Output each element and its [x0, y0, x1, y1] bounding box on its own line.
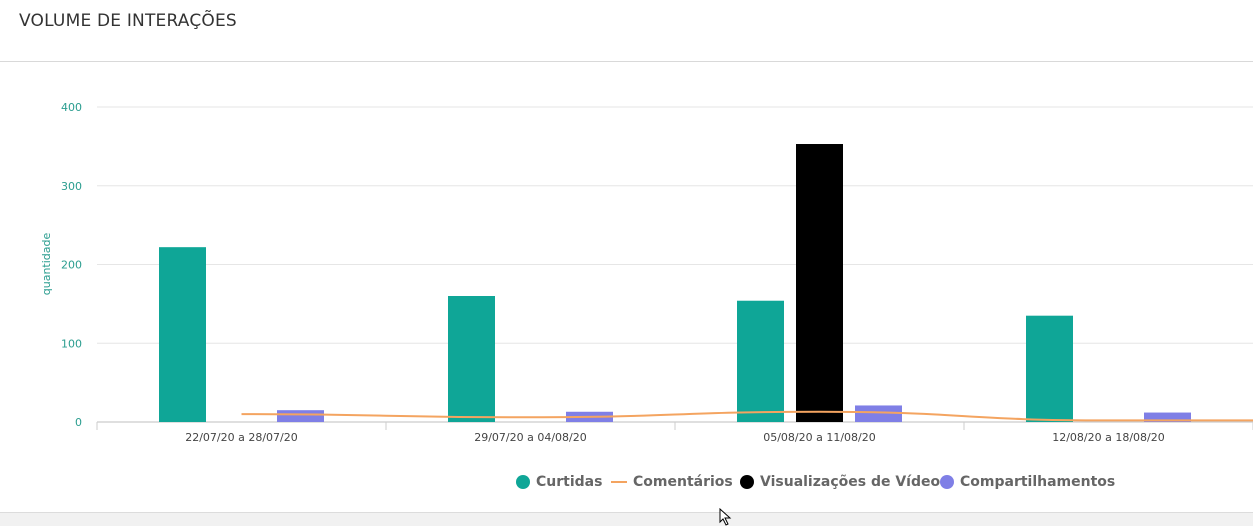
- legend-dot-icon: [516, 475, 530, 489]
- legend-dot-icon: [940, 475, 954, 489]
- x-tick-label: 22/07/20 a 28/07/20: [185, 431, 298, 444]
- interactions-chart: 0 100 200 300 400 quantidade 22/07/20 a 28/07/…: [0, 0, 1253, 470]
- y-axis-label: quantidade: [40, 233, 53, 296]
- y-tick-label: 400: [61, 101, 82, 114]
- bar-curtidas: [737, 301, 784, 422]
- bar-compartilhamentos: [277, 410, 324, 422]
- legend-item-visualiza-es-de-v-deos[interactable]: Visualizações de Vídeos: [740, 471, 948, 493]
- x-tick-label: 05/08/20 a 11/08/20: [763, 431, 876, 444]
- y-tick-label: 300: [61, 180, 82, 193]
- chart-legend: Curtidas Comentários Visualizações de Víde…: [0, 471, 1253, 493]
- bar-visualiza-es-de-v-deos: [796, 144, 843, 422]
- legend-label: Curtidas: [536, 474, 602, 490]
- legend-label: Visualizações de Vídeos: [760, 474, 948, 490]
- y-tick-label: 100: [61, 337, 82, 350]
- legend-label: Compartilhamentos: [960, 474, 1115, 490]
- x-tick-label: 12/08/20 a 18/08/20: [1052, 431, 1165, 444]
- legend-item-compartilhamentos[interactable]: Compartilhamentos: [940, 471, 1115, 493]
- legend-item-coment-rios[interactable]: Comentários: [611, 471, 733, 493]
- legend-item-curtidas[interactable]: Curtidas: [516, 471, 602, 493]
- x-tick-label: 29/07/20 a 04/08/20: [474, 431, 587, 444]
- legend-label: Comentários: [633, 474, 733, 490]
- y-tick-label: 0: [75, 416, 82, 429]
- bar-curtidas: [448, 296, 495, 422]
- legend-line-icon: [611, 481, 627, 483]
- bar-curtidas: [1026, 316, 1073, 422]
- bar-curtidas: [159, 247, 206, 422]
- legend-dot-icon: [740, 475, 754, 489]
- mouse-pointer-icon: [719, 508, 733, 526]
- y-tick-label: 200: [61, 259, 82, 272]
